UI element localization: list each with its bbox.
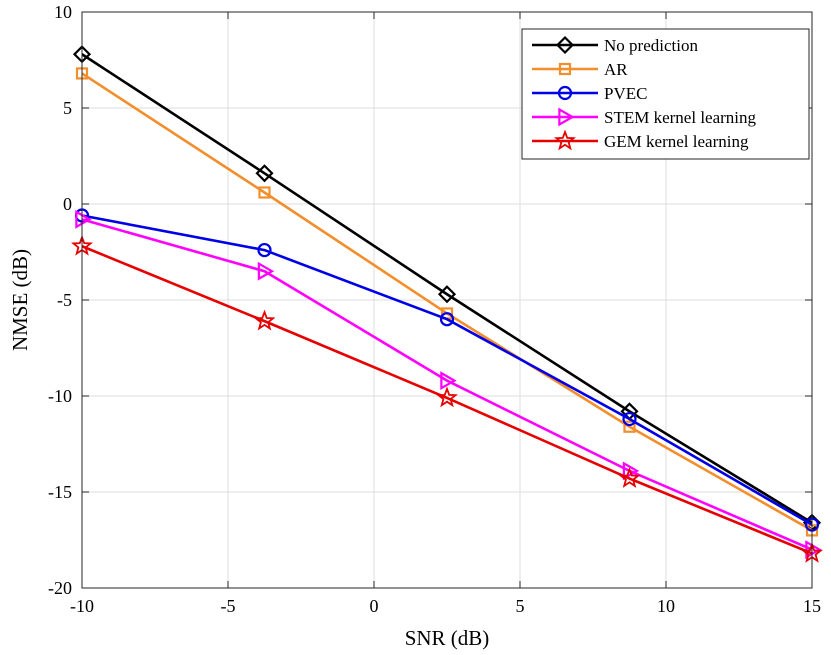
y-tick-label: 10 <box>54 2 72 22</box>
data-point <box>436 386 458 408</box>
data-point <box>622 461 640 481</box>
y-tick-label: 0 <box>63 194 72 214</box>
x-tick-label: 15 <box>803 596 821 616</box>
legend-marker <box>558 62 572 76</box>
x-tick-label: 0 <box>370 596 379 616</box>
legend-label: PVEC <box>604 84 647 103</box>
series-line <box>81 53 813 524</box>
legend-label: AR <box>604 60 628 79</box>
series-line <box>81 218 813 551</box>
data-point <box>258 186 271 199</box>
data-point <box>623 420 636 433</box>
legend: No prediction AR PVEC STEM kernel learning G… <box>521 28 810 160</box>
data-point <box>257 242 272 258</box>
y-tick-label: -20 <box>48 578 72 598</box>
series-3 <box>75 209 822 559</box>
legend-marker <box>557 85 573 101</box>
y-tick-label: -15 <box>48 482 72 502</box>
series-2 <box>74 208 820 532</box>
axes <box>81 11 813 589</box>
legend-label: GEM kernel learning <box>604 132 749 151</box>
legend-entry: PVEC <box>532 84 647 103</box>
data-point <box>622 411 637 427</box>
y-tick-label: 5 <box>63 98 72 118</box>
data-point <box>437 285 457 304</box>
x-tick-label: -10 <box>70 596 94 616</box>
series-layer <box>71 45 823 563</box>
legend-entry: STEM kernel learning <box>532 107 757 127</box>
legend-label: STEM kernel learning <box>604 108 757 127</box>
legend-marker <box>555 35 575 55</box>
legend-entry: GEM kernel learning <box>532 129 749 151</box>
legend-entry: No prediction <box>532 35 698 55</box>
y-axis-label: NMSE (dB) <box>8 249 32 351</box>
y-tick-label: -5 <box>57 290 72 310</box>
data-point <box>618 467 641 488</box>
data-point <box>255 164 274 183</box>
legend-label: No prediction <box>604 36 698 55</box>
data-point <box>440 371 457 391</box>
y-tick-label: -10 <box>48 386 72 406</box>
x-axis-label: SNR (dB) <box>405 626 490 650</box>
legend-marker <box>554 129 576 151</box>
data-point <box>257 261 275 281</box>
data-point <box>439 312 455 327</box>
series-line <box>81 245 813 555</box>
tick-labels: -10 -5 0 5 10 15 10 5 0 -5 -10 -15 -20 <box>48 2 821 616</box>
x-tick-label: -5 <box>221 596 236 616</box>
legend-entry: AR <box>532 60 628 79</box>
x-tick-label: 10 <box>657 596 675 616</box>
legend-marker <box>558 107 575 127</box>
data-point <box>253 309 276 331</box>
data-point <box>75 209 92 229</box>
series-line <box>81 214 813 526</box>
x-tick-label: 5 <box>516 596 525 616</box>
